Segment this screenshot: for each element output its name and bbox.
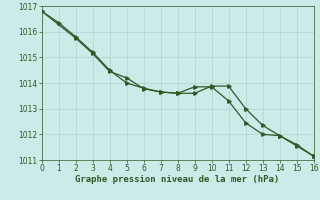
X-axis label: Graphe pression niveau de la mer (hPa): Graphe pression niveau de la mer (hPa)	[76, 175, 280, 184]
